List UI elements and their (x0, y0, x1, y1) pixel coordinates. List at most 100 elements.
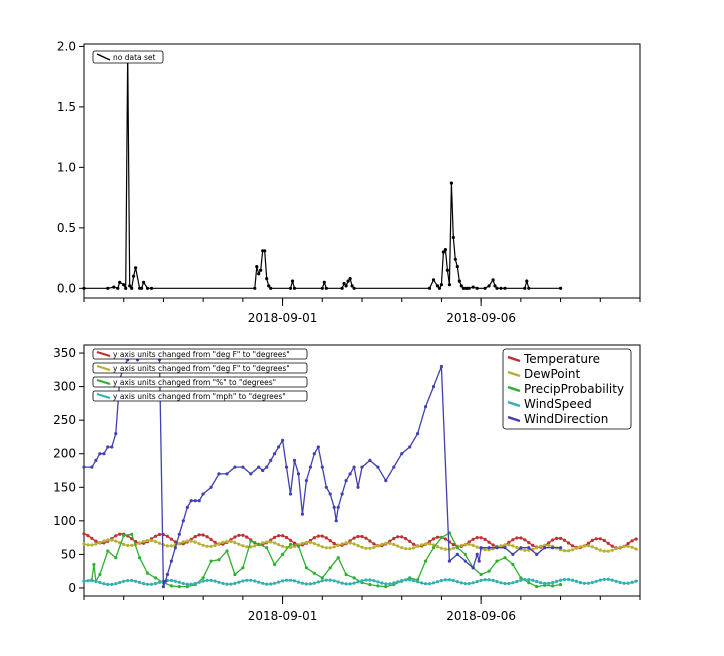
data-point (570, 544, 575, 548)
data-point (566, 549, 571, 553)
data-point (451, 578, 455, 583)
data-point (269, 286, 273, 290)
data-point (507, 540, 511, 545)
data-point (102, 539, 106, 543)
data-point (475, 552, 479, 557)
data-point (201, 543, 205, 547)
data-point (138, 541, 142, 545)
data-point (431, 546, 436, 550)
data-point (221, 540, 225, 545)
top-legend-label: no data set (113, 53, 156, 62)
data-point (273, 581, 277, 585)
data-point (590, 580, 594, 585)
data-point (344, 541, 348, 545)
data-point (400, 452, 404, 456)
data-point (320, 465, 324, 469)
data-point (213, 579, 217, 583)
data-point (531, 578, 535, 582)
data-point (312, 541, 316, 546)
data-point (368, 539, 372, 543)
data-point (467, 540, 471, 544)
top-y-tick-label: 1.0 (57, 160, 76, 174)
data-point (555, 579, 559, 584)
data-point (523, 578, 527, 582)
data-point (161, 585, 165, 589)
data-point (416, 544, 420, 548)
data-point (543, 546, 547, 550)
data-point (308, 465, 312, 469)
data-point (132, 274, 136, 278)
data-point (197, 580, 201, 584)
data-point (449, 181, 453, 185)
bottom-x-axis: 2018-09-01 2018-09-06 (83, 596, 641, 623)
annotation-swatch (96, 364, 111, 372)
data-point (427, 286, 432, 290)
data-point (124, 286, 128, 290)
data-point (356, 580, 360, 584)
data-point (455, 265, 459, 269)
data-point (292, 579, 297, 583)
data-point (352, 581, 356, 585)
data-point (523, 538, 527, 542)
data-point (265, 540, 269, 544)
data-point (332, 545, 336, 549)
data-point (491, 543, 495, 547)
data-point (535, 585, 539, 589)
data-point (292, 541, 297, 545)
data-point (145, 571, 150, 575)
data-point (277, 534, 281, 538)
legend-swatch (507, 415, 521, 423)
data-point (523, 548, 527, 552)
data-point (145, 286, 150, 290)
data-point (356, 534, 360, 539)
data-point (277, 580, 281, 584)
data-point (598, 578, 602, 582)
data-point (503, 546, 507, 550)
data-point (189, 539, 193, 543)
top-x-tick-label: 2018-09-01 (248, 311, 318, 325)
data-point (265, 582, 269, 586)
data-point (483, 548, 487, 552)
data-point (237, 542, 241, 546)
top-y-tick-label: 2.0 (57, 39, 76, 53)
data-point (140, 286, 144, 290)
data-point (332, 579, 336, 583)
data-point (622, 581, 626, 585)
data-point (324, 485, 328, 489)
data-point (590, 538, 594, 543)
data-point (177, 541, 181, 546)
data-point (408, 539, 412, 544)
data-point (352, 286, 356, 290)
bottom-y-tick-label: 0 (68, 581, 76, 595)
data-point (427, 542, 432, 546)
data-point (495, 580, 499, 584)
data-point (487, 546, 491, 550)
data-point (209, 544, 213, 549)
data-point (376, 465, 380, 469)
data-point (225, 549, 229, 553)
data-point (519, 578, 523, 582)
data-point (98, 580, 102, 585)
data-point (420, 581, 424, 585)
data-point (562, 577, 567, 582)
data-point (368, 546, 372, 550)
data-point (138, 580, 142, 585)
data-point (277, 445, 281, 449)
data-point (185, 539, 189, 543)
data-point (483, 578, 487, 582)
data-point (153, 534, 158, 538)
data-point (241, 533, 245, 537)
data-point (396, 535, 400, 539)
data-point (221, 581, 225, 586)
bottom-y-axis: 0 50 100 150 200 250 300 350 (53, 346, 84, 595)
data-point (531, 543, 535, 548)
top-y-tick-label: 1.5 (57, 100, 76, 114)
data-point (205, 544, 209, 548)
data-point (590, 545, 594, 549)
data-point (122, 542, 126, 547)
data-point (106, 538, 110, 542)
data-point (392, 465, 396, 469)
data-point (467, 582, 471, 586)
data-point (304, 582, 308, 586)
data-point (527, 578, 531, 582)
